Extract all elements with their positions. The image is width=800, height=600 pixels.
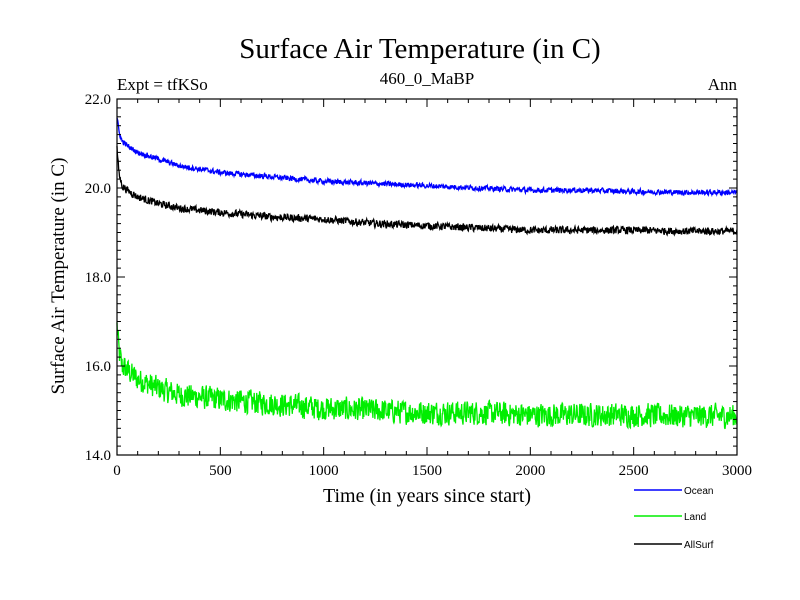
x-tick-label: 2000	[515, 463, 545, 479]
x-axis-label: Time (in years since start)	[323, 485, 531, 507]
experiment-label: Expt = tfKSo	[117, 75, 208, 94]
legend-label-land: Land	[684, 512, 706, 523]
chart-title: Surface Air Temperature (in C)	[239, 33, 600, 65]
plot-frame	[116, 98, 738, 456]
legend-label-allsurf: AllSurf	[684, 540, 714, 551]
axis-layer: 0 500 1000 1500 2000 2500 3000 14.0 16.0 18.0 20.0…	[85, 92, 752, 479]
x-tick-label: 3000	[722, 463, 752, 479]
y-axis-label: Surface Air Temperature (in C)	[48, 158, 69, 395]
y-tick-label: 16.0	[85, 359, 111, 375]
y-tick-label: 20.0	[85, 181, 111, 197]
season-label: Ann	[708, 75, 738, 94]
x-tick-label: 2500	[619, 463, 649, 479]
series-line-land	[116, 322, 738, 430]
series-layer	[116, 117, 738, 430]
x-tick-label: 500	[209, 463, 232, 479]
legend-label-ocean: Ocean	[684, 486, 713, 497]
legend: Ocean Land AllSurf	[634, 486, 714, 551]
y-tick-label: 18.0	[85, 270, 111, 286]
x-tick-label: 0	[113, 463, 121, 479]
series-line-ocean	[116, 117, 738, 198]
y-tick-label: 22.0	[85, 92, 111, 108]
x-tick-label: 1000	[309, 463, 339, 479]
series-line-allsurf	[116, 146, 738, 237]
y-tick-label: 14.0	[85, 448, 111, 464]
period-label: 460_0_MaBP	[380, 69, 474, 88]
x-tick-label: 1500	[412, 463, 442, 479]
